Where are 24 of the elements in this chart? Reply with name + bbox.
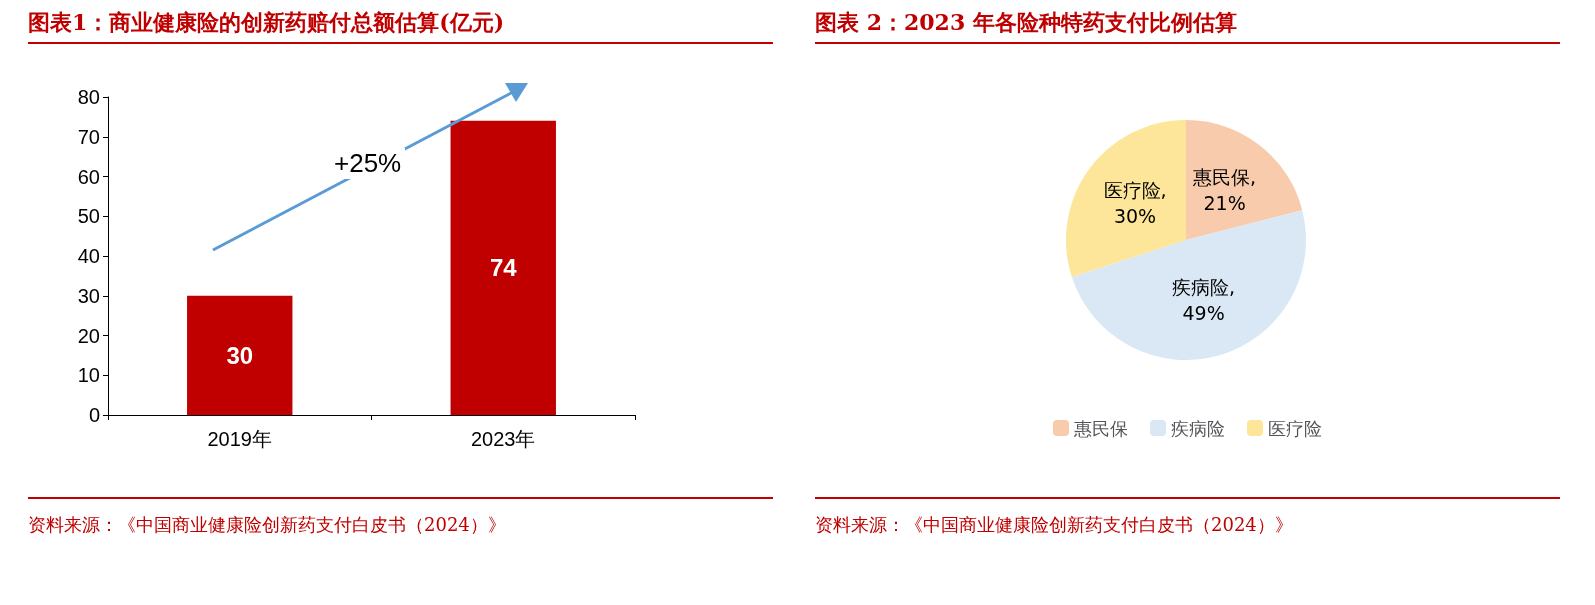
chart-title: 图表1：商业健康险的创新药赔付总额估算(亿元) xyxy=(28,8,505,37)
x-tick-label: 2023年 xyxy=(471,428,536,450)
legend-label: 医疗险 xyxy=(1268,417,1322,439)
y-tick-label: 0 xyxy=(88,404,100,426)
data-label: 74 xyxy=(489,254,518,282)
text: 资料来源：《中国商业健康险创新药支付白皮书（2024）》 xyxy=(815,513,1294,537)
legend-label: 疾病险 xyxy=(1171,417,1225,439)
data-label: 惠民保, 21% xyxy=(1192,166,1257,215)
y-tick-label: 40 xyxy=(77,245,100,267)
data-label: 30 xyxy=(226,341,254,369)
chart-title: 图表 2：2023 年各险种特药支付比例估算 xyxy=(815,8,1237,37)
data-label: 疾病险, 49% xyxy=(1172,276,1236,325)
y-tick-label: 30 xyxy=(77,284,100,307)
y-tick-label: 80 xyxy=(77,86,100,108)
y-tick-label: 60 xyxy=(77,165,100,188)
y-tick-label: 10 xyxy=(77,364,100,387)
y-tick-label: 50 xyxy=(77,205,100,228)
y-tick-label: 70 xyxy=(77,125,100,148)
annotation: +25% xyxy=(330,148,406,179)
y-tick-label: 20 xyxy=(77,324,100,347)
legend-label: 惠民保 xyxy=(1073,417,1128,439)
text: 资料来源：《中国商业健康险创新药支付白皮书（2024）》 xyxy=(28,513,507,537)
data-label: 医疗险, 30% xyxy=(1103,178,1167,227)
x-tick-label: 2019年 xyxy=(207,428,272,450)
